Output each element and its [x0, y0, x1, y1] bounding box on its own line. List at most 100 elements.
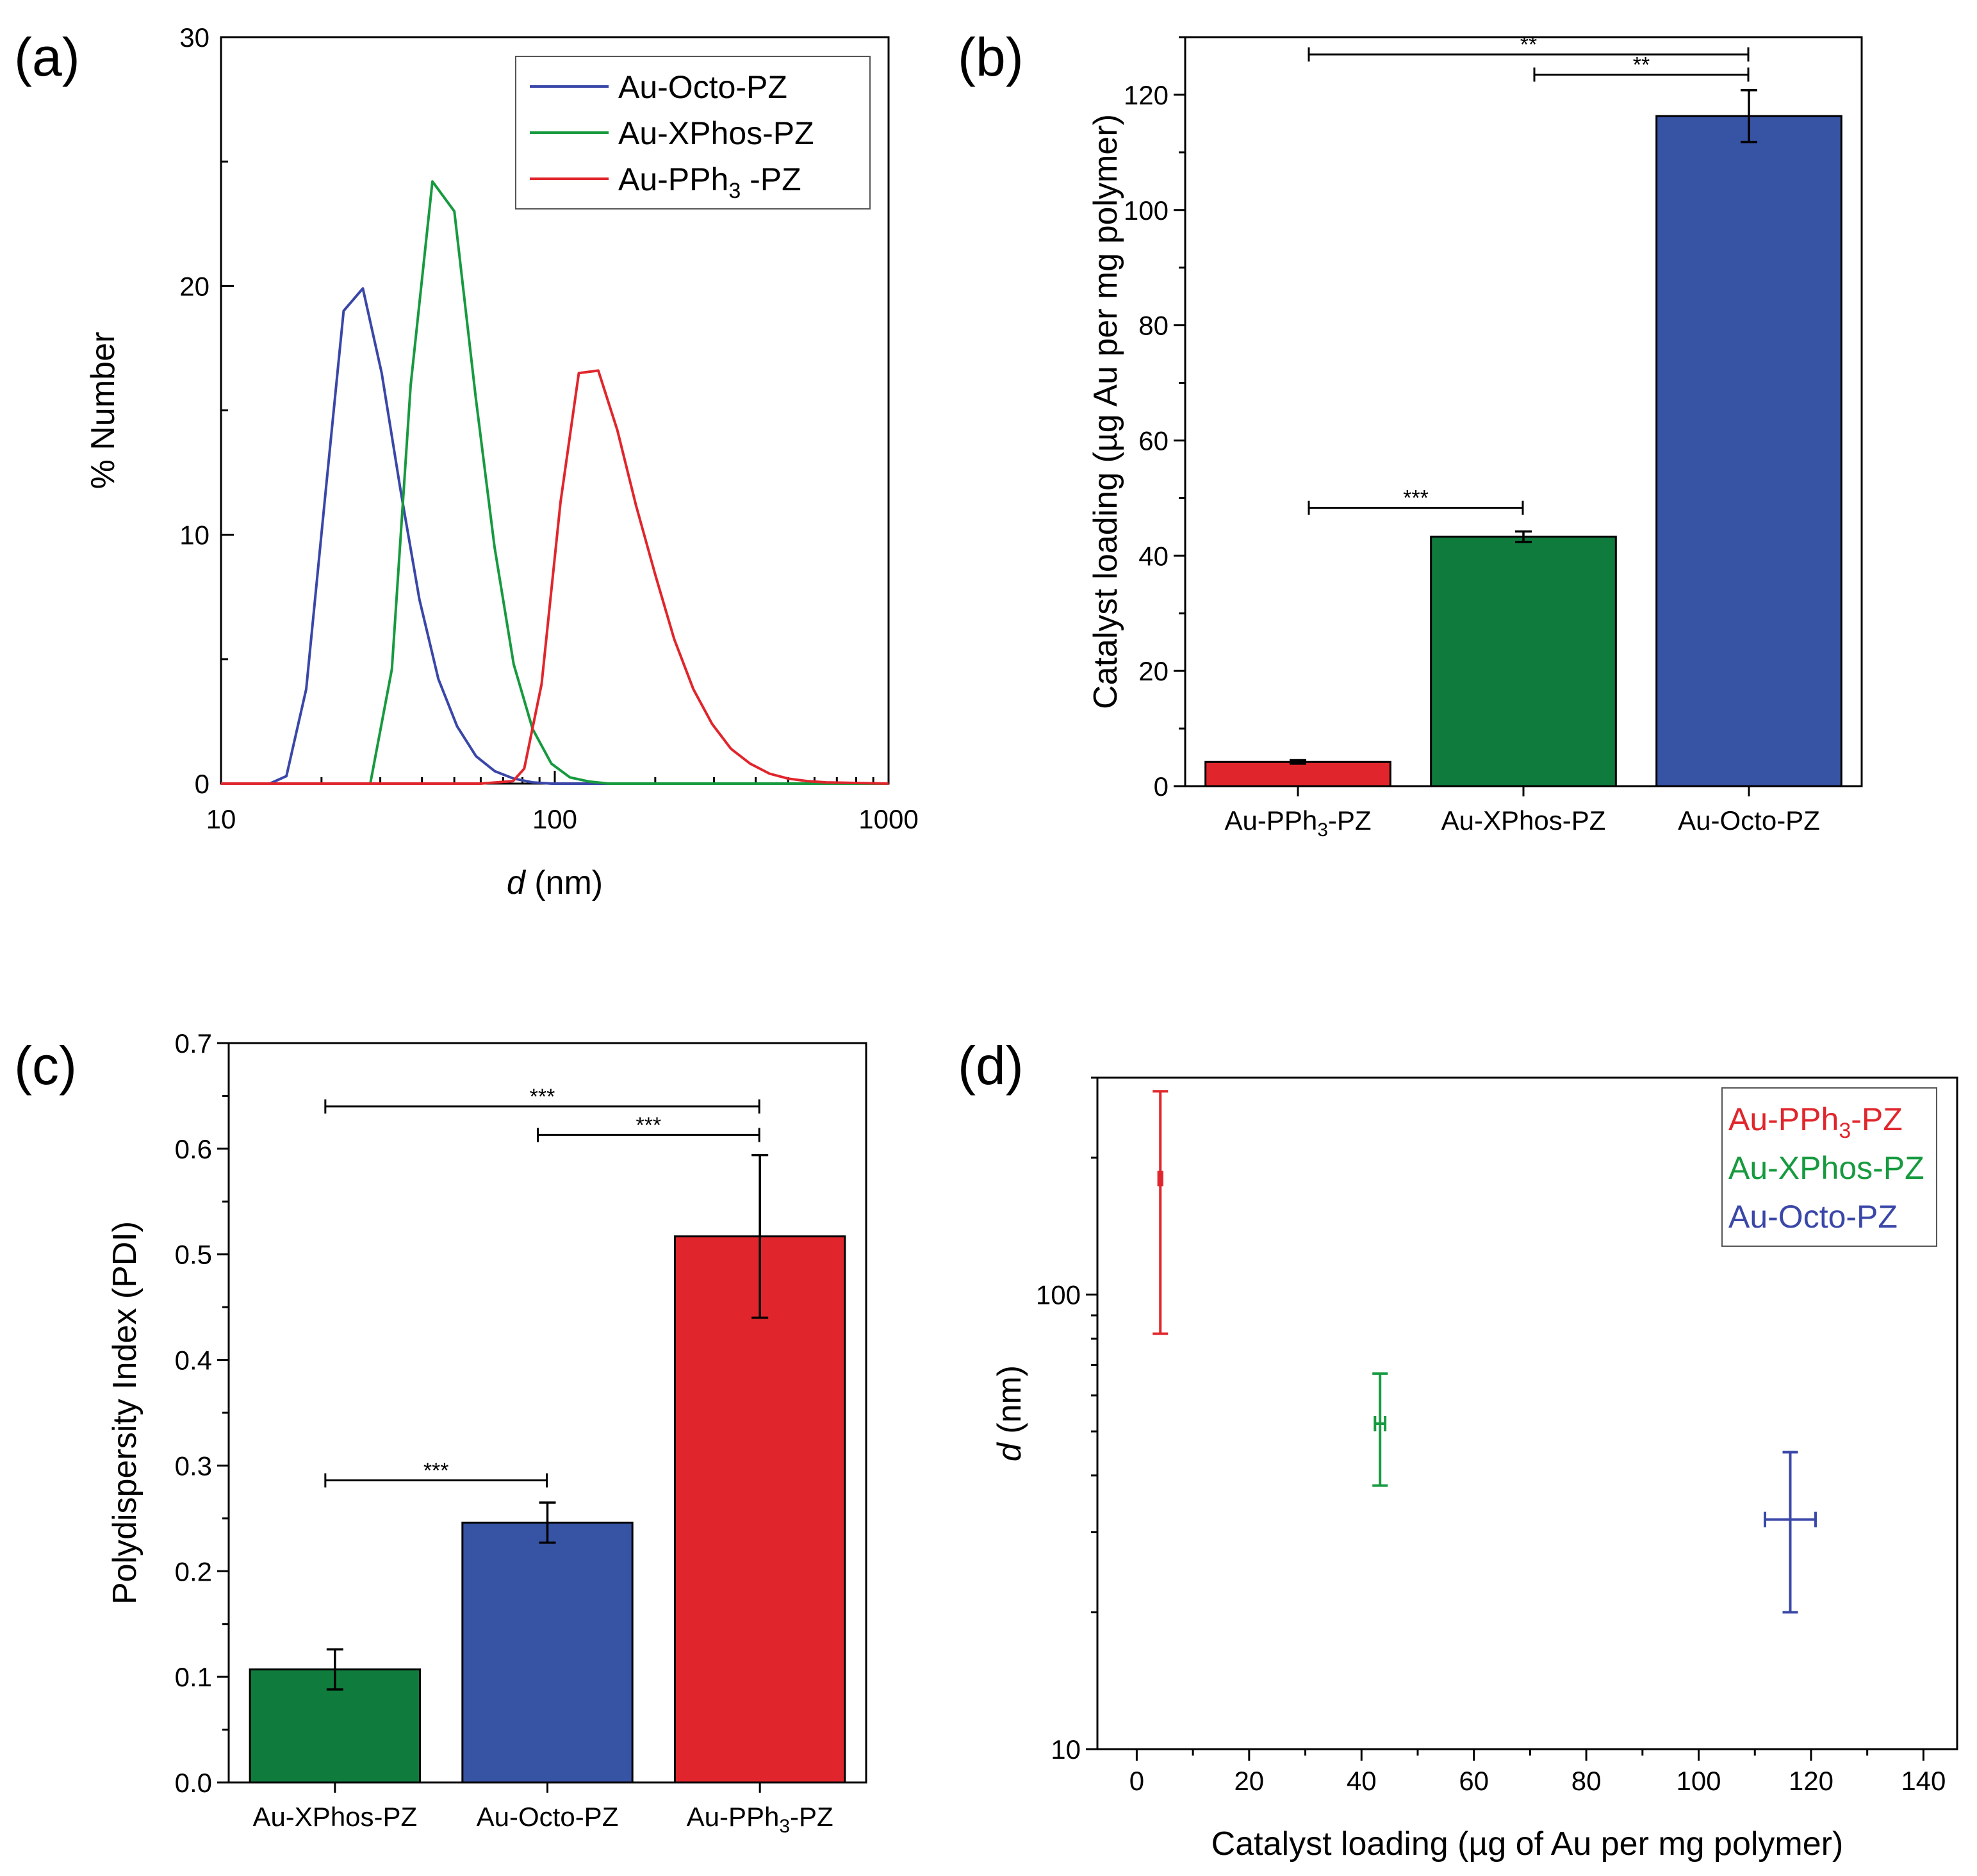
legend-label-a: Au-PPh3 -PZ: [618, 161, 801, 203]
legend-label-main-a: Au-Octo-PZ: [618, 69, 787, 105]
y-tick-label-c: 0.7: [175, 1028, 212, 1058]
x-tick-label-d: 20: [1234, 1766, 1264, 1796]
y-tick-label-c: 0.5: [175, 1240, 212, 1270]
y-tick-label-b: 60: [1138, 425, 1169, 456]
panel-label-a: (a): [14, 27, 80, 87]
y-tick-label-b: 80: [1138, 311, 1169, 341]
plot-frame-d: [1096, 1076, 1958, 1750]
x-axis-title-italic-a: d: [507, 864, 527, 901]
series-line-au-pph3-pz: [221, 369, 889, 785]
y-axis-title-a: % Number: [85, 332, 122, 490]
x-tick-label-d: 80: [1571, 1766, 1602, 1796]
legend-label-main-d: Au-Octo-PZ: [1728, 1199, 1898, 1235]
y-tick-label-a: 10: [179, 520, 209, 550]
category-main-c: Au-XPhos-PZ: [252, 1802, 417, 1832]
x-axis-title-d: Catalyst loading (µg of Au per mg polyme…: [1211, 1825, 1844, 1863]
x-tick-label-d: 0: [1129, 1766, 1144, 1796]
y-tick-label-c: 0.4: [175, 1345, 212, 1376]
category-main-c: Au-Octo-PZ: [477, 1802, 619, 1832]
x-category-label-c: Au-XPhos-PZ: [252, 1802, 417, 1832]
y-tick-label-b: 40: [1138, 541, 1169, 571]
category-main-c: Au-PPh: [687, 1802, 780, 1832]
category-post-b: -PZ: [1328, 805, 1372, 835]
significance-label-b: **: [1520, 33, 1537, 57]
panel-a-line-chart: (a) 10 100 1000 0 10 20 30 d (nm) % Number Au-Octo…: [14, 22, 919, 901]
x-tick-label-d: 100: [1676, 1766, 1721, 1796]
x-category-label-b: Au-PPh3-PZ: [1224, 805, 1371, 841]
x-tick-label-d: 60: [1459, 1766, 1489, 1796]
category-post-c: -PZ: [790, 1802, 833, 1832]
legend-label-main-a: Au-PPh: [618, 161, 728, 197]
legend-box-d: [1721, 1087, 1937, 1247]
legend-label-main-d: Au-XPhos-PZ: [1728, 1150, 1924, 1186]
legend-label-a: Au-XPhos-PZ: [618, 115, 814, 151]
significance-label-c: ***: [530, 1085, 555, 1109]
panel-label-c: (c): [14, 1035, 77, 1096]
x-tick-label-a: 100: [532, 804, 577, 834]
y-tick-label-d: 100: [1036, 1280, 1081, 1310]
category-sub-c: 3: [779, 1816, 790, 1837]
bar-au-xphos-pz: [1430, 536, 1617, 787]
y-axis-title-b: Catalyst loading (µg Au per mg polymer): [1087, 114, 1124, 709]
y-axis-title-italic-d: d: [991, 1442, 1028, 1461]
series-line-au-xphos-pz: [221, 180, 889, 785]
significance-label-c: ***: [636, 1113, 661, 1137]
y-tick-label-b: 120: [1124, 80, 1169, 110]
y-axis-title-c: Polydispersity Index (PDI): [106, 1221, 144, 1604]
category-main-b: Au-Octo-PZ: [1678, 805, 1820, 835]
y-tick-label-c: 0.0: [175, 1768, 212, 1798]
y-axis-title-d: d (nm): [991, 1365, 1028, 1461]
legend-label-d: Au-PPh3-PZ: [1728, 1101, 1903, 1143]
legend-label-post-a: -PZ: [741, 161, 801, 197]
y-tick-label-c: 0.1: [175, 1662, 212, 1692]
legend-label-d: Au-Octo-PZ: [1728, 1199, 1898, 1235]
y-tick-label-c: 0.3: [175, 1451, 212, 1481]
significance-label-b: ***: [1403, 486, 1429, 511]
y-tick-label-b: 0: [1154, 771, 1169, 802]
legend-label-a: Au-Octo-PZ: [618, 69, 787, 105]
panel-label-b: (b): [958, 27, 1024, 87]
panel-label-d: (d): [958, 1035, 1024, 1096]
x-tick-label-a: 1000: [858, 804, 918, 834]
x-category-label-b: Au-XPhos-PZ: [1441, 805, 1606, 835]
significance-label-b: **: [1633, 53, 1650, 77]
bar-au-octo-pz: [1655, 115, 1842, 787]
legend-box-a: [515, 56, 871, 210]
x-tick-label-d: 140: [1901, 1766, 1946, 1796]
y-tick-label-c: 0.2: [175, 1556, 212, 1586]
y-tick-label-a: 30: [179, 22, 209, 53]
category-main-b: Au-XPhos-PZ: [1441, 805, 1606, 835]
panel-d-scatter-chart: (d) 0 20 40 60 80 100 120 140 10 100 Catalyst loadi…: [958, 1035, 1958, 1863]
bar-au-octo-pz: [461, 1521, 634, 1784]
x-axis-title-rest-a: (nm): [525, 864, 603, 901]
bar-au-pph3-pz: [1204, 761, 1391, 787]
y-tick-label-c: 0.6: [175, 1134, 212, 1164]
x-tick-label-d: 120: [1789, 1766, 1833, 1796]
legend-label-sub-a: 3: [728, 179, 741, 203]
legend-label-main-a: Au-XPhos-PZ: [618, 115, 814, 151]
y-tick-label-a: 20: [179, 271, 209, 301]
x-category-label-b: Au-Octo-PZ: [1678, 805, 1820, 835]
y-axis-title-rest-d: (nm): [991, 1365, 1028, 1443]
legend-label-post-d: -PZ: [1851, 1101, 1903, 1137]
x-category-label-c: Au-PPh3-PZ: [687, 1802, 833, 1837]
panel-c-bar-chart: (c) 0.0 0.1 0.2 0.3 0.4 0.5 0.6 0.7 Polydispersit…: [14, 1028, 867, 1837]
y-tick-label-d: 10: [1051, 1734, 1081, 1765]
x-category-label-c: Au-Octo-PZ: [477, 1802, 619, 1832]
category-main-b: Au-PPh: [1224, 805, 1317, 835]
legend-label-sub-d: 3: [1839, 1119, 1851, 1143]
series-line-au-octo-pz: [221, 287, 889, 785]
y-tick-label-b: 100: [1124, 195, 1169, 226]
y-tick-label-a: 0: [195, 769, 209, 799]
x-axis-title-a: d (nm): [507, 864, 603, 901]
significance-label-c: ***: [423, 1459, 449, 1483]
legend-label-d: Au-XPhos-PZ: [1728, 1150, 1924, 1186]
x-tick-label-d: 40: [1347, 1766, 1377, 1796]
legend-label-main-d: Au-PPh: [1728, 1101, 1839, 1137]
x-tick-label-a: 10: [206, 804, 236, 834]
y-tick-label-b: 20: [1138, 656, 1169, 686]
bar-au-pph3-pz: [674, 1235, 846, 1784]
category-sub-b: 3: [1317, 819, 1328, 841]
